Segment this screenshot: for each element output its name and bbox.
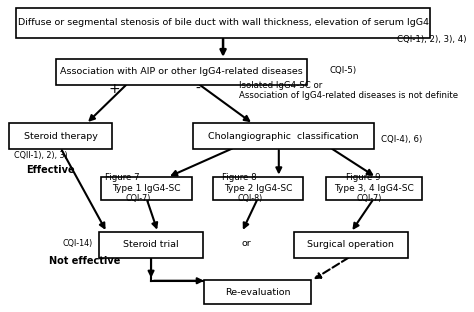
- FancyBboxPatch shape: [204, 280, 311, 304]
- FancyBboxPatch shape: [327, 177, 422, 200]
- Text: Not effective: Not effective: [49, 256, 120, 266]
- Text: Cholangiographic  classification: Cholangiographic classification: [208, 132, 359, 141]
- Text: -: -: [195, 82, 200, 96]
- Text: Surgical operation: Surgical operation: [307, 240, 394, 249]
- Text: Figure 9: Figure 9: [346, 173, 381, 182]
- Text: Type 3, 4 IgG4-SC: Type 3, 4 IgG4-SC: [334, 183, 414, 193]
- FancyBboxPatch shape: [99, 232, 203, 258]
- Text: CQI-5): CQI-5): [330, 66, 357, 76]
- Text: CQII-1), 2), 3): CQII-1), 2), 3): [14, 151, 68, 159]
- Text: CQI-8): CQI-8): [237, 194, 262, 203]
- Text: Type 2 IgG4-SC: Type 2 IgG4-SC: [224, 183, 292, 193]
- Text: Figure 8: Figure 8: [222, 173, 257, 182]
- Text: +: +: [108, 82, 120, 96]
- Text: or: or: [241, 239, 251, 248]
- Text: Steroid therapy: Steroid therapy: [24, 132, 98, 141]
- Text: Diffuse or segmental stenosis of bile duct with wall thickness, elevation of ser: Diffuse or segmental stenosis of bile du…: [18, 18, 428, 27]
- FancyBboxPatch shape: [9, 123, 111, 149]
- Text: CQI-7): CQI-7): [357, 194, 382, 203]
- Text: Effective: Effective: [26, 165, 74, 175]
- Text: Figure 7: Figure 7: [105, 173, 139, 182]
- Text: Isolated IgG4-SC or
Association of IgG4-related diseases is not definite: Isolated IgG4-SC or Association of IgG4-…: [239, 80, 458, 100]
- Text: Type 1 IgG4-SC: Type 1 IgG4-SC: [112, 183, 181, 193]
- FancyBboxPatch shape: [294, 232, 408, 258]
- Text: Association with AIP or other IgG4-related diseases: Association with AIP or other IgG4-relat…: [60, 67, 302, 76]
- FancyBboxPatch shape: [56, 59, 307, 85]
- Text: Steroid trial: Steroid trial: [123, 240, 179, 249]
- FancyBboxPatch shape: [213, 177, 303, 200]
- Text: CQI-14): CQI-14): [63, 239, 93, 248]
- FancyBboxPatch shape: [16, 8, 430, 37]
- Text: CQI-1), 2), 3), 4): CQI-1), 2), 3), 4): [397, 35, 467, 44]
- FancyBboxPatch shape: [193, 123, 374, 149]
- FancyBboxPatch shape: [101, 177, 191, 200]
- Text: CQI-7): CQI-7): [126, 194, 151, 203]
- Text: Re-evaluation: Re-evaluation: [225, 288, 291, 297]
- Text: CQI-4), 6): CQI-4), 6): [381, 135, 422, 144]
